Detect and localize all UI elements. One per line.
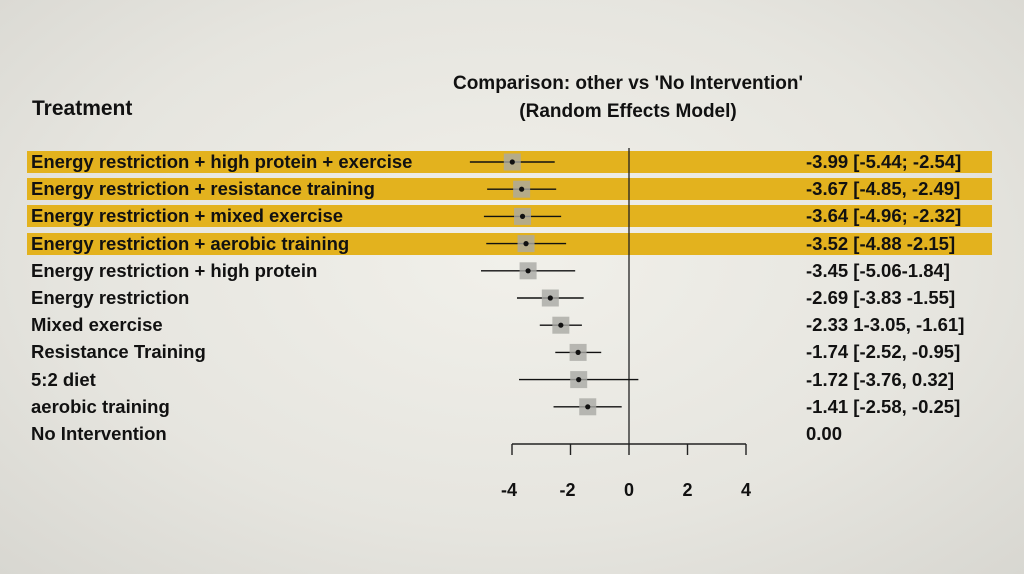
row-value: -3.52 [-4.88 -2.15] — [806, 232, 956, 254]
row-value: -3.64 [-4.96; -2.32] — [806, 205, 962, 227]
estimate-point — [576, 377, 582, 383]
estimate-point — [575, 349, 581, 355]
row-value: -1.74 [-2.52, -0.95] — [806, 341, 961, 363]
row-label: aerobic training — [31, 395, 170, 417]
row-label: Energy restriction + resistance training — [31, 178, 375, 200]
row-label: 5:2 diet — [31, 368, 96, 390]
estimate-point — [519, 213, 526, 219]
row-label: Energy restriction — [31, 287, 190, 308]
treatment-header: Treatment — [32, 97, 133, 120]
row-label: Energy restriction + high protein + exer… — [31, 151, 413, 172]
row-label: No Intervention — [31, 423, 167, 444]
chart-title-line1: Comparison: other vs 'No Intervention' — [452, 73, 803, 94]
row-label: Energy restriction + aerobic training — [31, 232, 350, 254]
row-value: -1.41 [-2.58, -0.25] — [806, 395, 961, 417]
row-value: -3.45 [-5.06-1.84] — [806, 259, 950, 281]
row-value: -3.67 [-4.85, -2.49] — [806, 178, 961, 200]
row-label: Mixed exercise — [31, 314, 163, 336]
chart-title: Comparison: other vs 'No Intervention' (… — [400, 70, 856, 126]
estimate-point — [525, 268, 531, 274]
row-value: -1.72 [-3.76, 0.32] — [806, 368, 955, 390]
row-label: Energy restriction + mixed exercise — [31, 205, 344, 227]
row-label: Resistance Training — [31, 341, 206, 363]
estimate-point — [547, 295, 553, 301]
x-tick-label: -4 — [501, 480, 517, 500]
row-value: -2.69 [-3.83 -1.55] — [806, 287, 956, 308]
row-label: Energy restriction + high protein — [31, 259, 318, 281]
x-tick-label: 0 — [624, 480, 634, 500]
row-value: -3.99 [-5.44; -2.54] — [806, 151, 962, 172]
x-tick-label: 2 — [682, 480, 692, 500]
estimate-point — [558, 322, 564, 328]
x-tick-label: -2 — [559, 480, 575, 500]
chart-title-line2: (Random Effects Model) — [519, 101, 737, 122]
row-value: 0.00 — [806, 423, 843, 444]
row-value: -2.33 1-3.05, -1.61] — [806, 314, 965, 336]
estimate-point — [519, 186, 525, 192]
estimate-point — [523, 241, 529, 247]
estimate-point — [585, 404, 591, 410]
x-tick-label: 4 — [741, 480, 751, 500]
estimate-point — [509, 159, 515, 165]
